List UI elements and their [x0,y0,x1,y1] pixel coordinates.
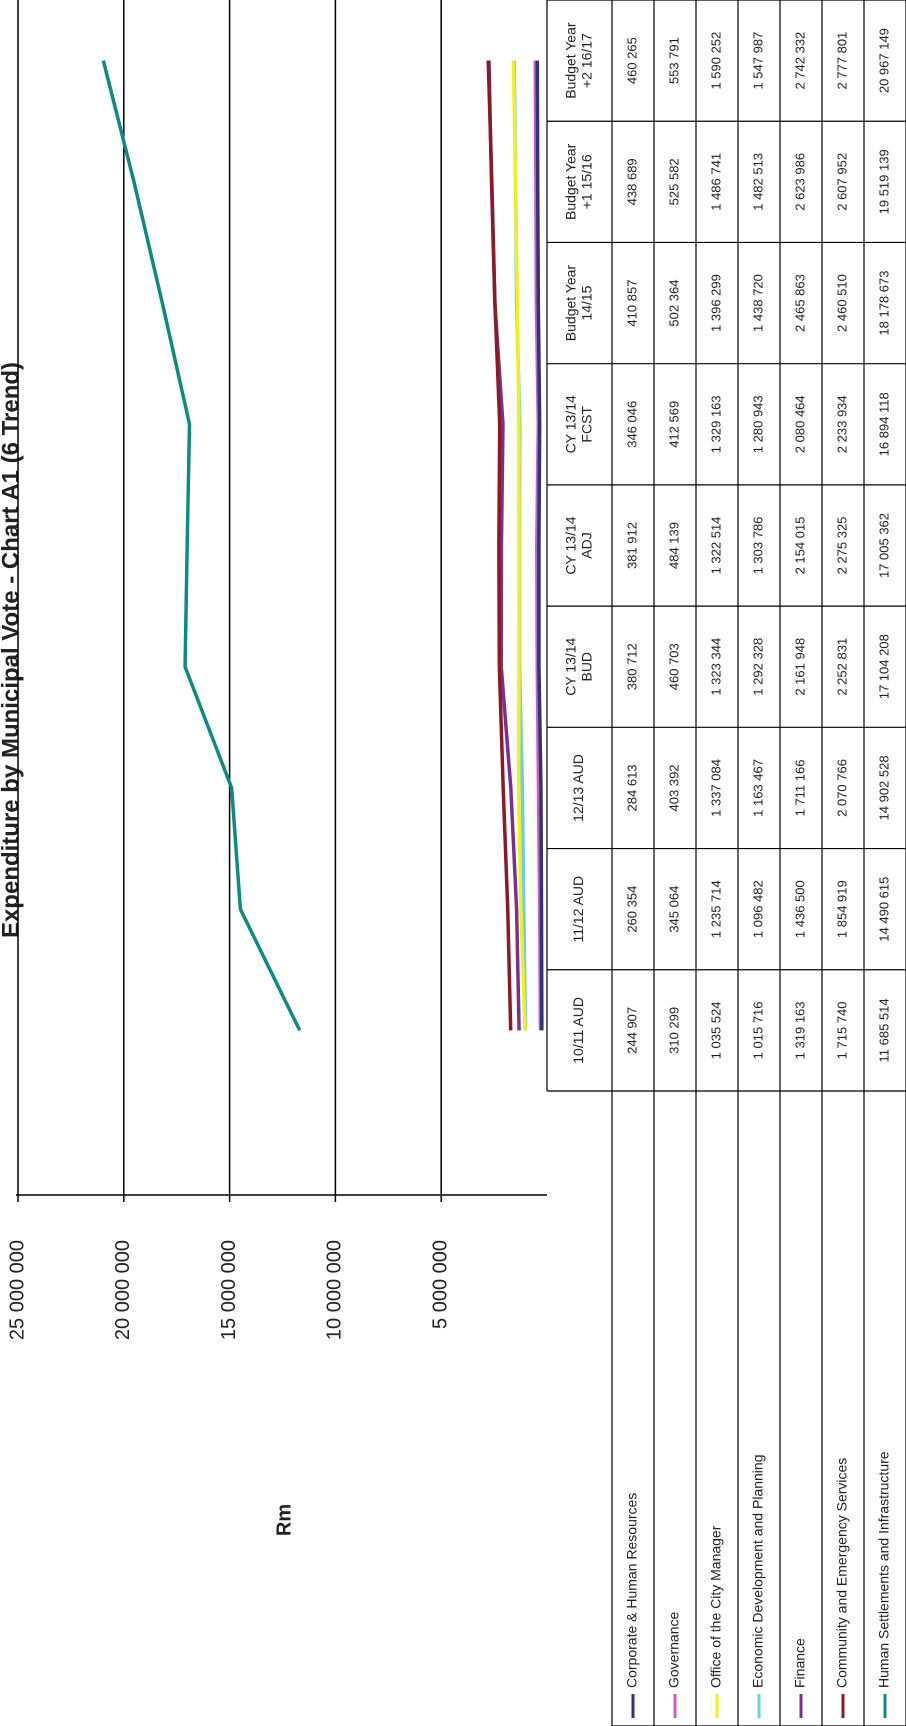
series-line [535,60,544,1031]
table-cell: 17 005 362 [876,513,891,578]
table-cell: 2 275 325 [834,517,849,575]
table-cell: 17 104 208 [876,634,891,699]
column-header: 11/12 AUD [570,876,586,943]
table-cell: 1 436 500 [792,880,807,938]
legend-label: Governance [666,1612,682,1688]
column-header: Budget Year+1 15/16 [562,143,594,220]
table-cell: 412 569 [666,401,681,448]
column-header: CY 13/14ADJ [562,516,594,574]
y-tick-label: 25 000 000 [6,1240,28,1340]
table-cell: 2 465 863 [792,274,807,332]
table-cell: 18 178 673 [876,271,891,336]
table-cell: 260 354 [624,886,639,933]
table-cell: 1 590 252 [708,32,723,90]
table-cell: 1 035 524 [708,1001,723,1059]
column-header: CY 13/14BUD [562,637,594,695]
table-cell: 1 163 467 [750,759,765,817]
series-line [511,60,527,1031]
column-header: Budget Year+2 16/17 [562,22,594,99]
table-cell: 1 280 943 [750,395,765,453]
y-tick-label: 20 000 000 [112,1240,134,1340]
table-cell: 1 486 741 [708,153,723,211]
table-cell: 1 711 166 [792,760,807,817]
table-cell: 2 460 510 [834,274,849,332]
column-header: 12/13 AUD [570,754,586,822]
table-cell: 16 894 118 [876,392,891,456]
table-cell: 1 015 716 [750,1001,765,1059]
table-cell: 1 323 344 [708,638,723,696]
table-cell: 345 064 [666,886,681,933]
table-cell: 2 161 948 [792,638,807,696]
y-tick-label: 10 000 000 [324,1240,346,1340]
column-header: Budget Year14/15 [562,265,594,342]
table-cell: 1 337 084 [708,759,723,817]
table-cell: 14 902 528 [876,755,891,820]
legend-label: Economic Development and Planning [750,1455,766,1688]
table-cell: 2 777 801 [834,32,849,90]
table-cell: 11 685 514 [876,998,891,1062]
table-cell: 410 857 [624,280,639,327]
table-cell: 460 703 [666,643,681,690]
y-tick-label: 5 000 000 [429,1240,451,1329]
table-cell: 346 046 [624,401,639,448]
table-cell: 553 791 [666,37,681,84]
y-tick-label: 15 000 000 [218,1240,240,1340]
table-cell: 1 854 919 [834,880,849,938]
table-cell: 1 322 514 [708,517,723,575]
table-cell: 1 715 740 [834,1001,849,1059]
table-cell: 310 299 [666,1007,681,1054]
series-line [486,60,513,1031]
series-line [533,60,543,1031]
table-cell: 438 689 [624,158,639,205]
table-cell: 2 070 766 [834,759,849,817]
table-cell: 1 096 482 [750,880,765,938]
table-cell: 2 252 831 [834,638,849,696]
column-header: CY 13/14FCST [562,395,594,453]
table-cell: 502 364 [666,280,681,327]
table-cell: 244 907 [624,1007,639,1054]
chart-title: Expenditure by Municipal Vote - Chart A1… [0,362,24,938]
table-cell: 1 235 714 [708,880,723,938]
series-line [101,60,302,1032]
table-cell: 1 292 328 [750,638,765,696]
table-cell: 381 912 [624,522,639,569]
table-cell: 14 490 615 [876,877,891,942]
table-cell: 284 613 [624,764,639,811]
table-cell: 2 623 986 [792,153,807,211]
table-cell: 20 967 149 [876,28,891,93]
legend-label: Corporate & Human Resources [624,1493,640,1688]
table-cell: 2 080 464 [792,395,807,453]
table-cell: 2 607 952 [834,153,849,211]
table-cell: 2 742 332 [792,32,807,90]
legend-label: Community and Emergency Services [834,1458,850,1688]
table-cell: 484 139 [666,522,681,569]
legend-label: Office of the City Manager [708,1525,724,1688]
table-cell: 380 712 [624,643,639,690]
table-cell: 525 582 [666,158,681,205]
table-cell: 1 396 299 [708,274,723,332]
table-cell: 1 303 786 [750,517,765,575]
column-header: 10/11 AUD [570,997,586,1064]
legend-label: Human Settlements and Infrastructure [876,1451,892,1688]
table-cell: 1 482 513 [750,153,765,211]
table-cell: 1 438 720 [750,274,765,332]
table-cell: 19 519 139 [876,149,891,214]
table-cell: 1 329 163 [708,395,723,453]
table-cell: 1 547 987 [750,32,765,90]
y-axis-label: Rm [273,1504,295,1536]
legend-label: Finance [792,1638,808,1688]
table-cell: 403 392 [666,764,681,811]
table-cell: 460 265 [624,37,639,84]
table-cell: 2 233 934 [834,395,849,453]
table-cell: 1 319 163 [792,1001,807,1059]
table-cell: 2 154 015 [792,517,807,575]
